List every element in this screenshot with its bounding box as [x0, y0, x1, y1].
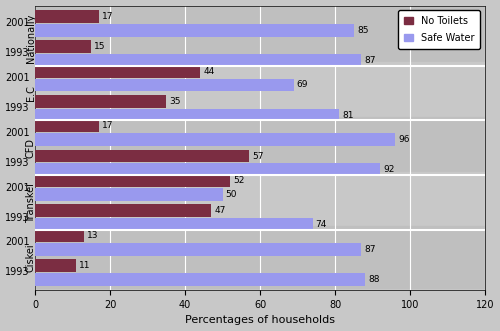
Text: 11: 11 — [80, 261, 91, 270]
Legend: No Toilets, Safe Water: No Toilets, Safe Water — [398, 10, 480, 49]
Bar — [35, 226, 485, 288]
Text: 96: 96 — [398, 135, 409, 144]
Bar — [35, 119, 99, 132]
Text: 81: 81 — [342, 111, 353, 119]
Bar — [35, 259, 76, 272]
Bar — [35, 273, 365, 286]
Text: 85: 85 — [357, 26, 368, 35]
Text: 2001: 2001 — [5, 182, 29, 193]
Text: 52: 52 — [233, 176, 244, 185]
Bar — [35, 7, 485, 70]
Text: 1993: 1993 — [5, 158, 29, 168]
Bar — [35, 164, 380, 176]
Bar — [35, 133, 395, 146]
Text: 35: 35 — [170, 97, 181, 106]
Bar — [35, 109, 339, 121]
Text: 88: 88 — [368, 275, 380, 284]
Text: 2001: 2001 — [5, 237, 29, 247]
Text: 69: 69 — [297, 80, 308, 89]
Text: 2001: 2001 — [5, 18, 29, 28]
Text: 15: 15 — [94, 42, 106, 51]
Text: 17: 17 — [102, 121, 114, 130]
Bar — [35, 65, 200, 78]
Text: 50: 50 — [226, 190, 237, 199]
Text: 2001: 2001 — [5, 73, 29, 83]
Bar — [35, 40, 92, 53]
Bar — [35, 95, 166, 108]
Text: 44: 44 — [203, 67, 214, 76]
Bar — [35, 10, 99, 23]
Bar — [35, 174, 230, 187]
Text: 2001: 2001 — [5, 128, 29, 138]
Bar — [35, 150, 249, 163]
Text: 47: 47 — [214, 206, 226, 215]
Text: 74: 74 — [316, 220, 327, 229]
X-axis label: Percentages of households: Percentages of households — [185, 315, 335, 325]
Text: 92: 92 — [383, 165, 394, 174]
Text: 87: 87 — [364, 56, 376, 65]
Bar — [35, 78, 294, 91]
Bar — [35, 243, 362, 256]
Text: 1993: 1993 — [5, 103, 29, 113]
Text: 57: 57 — [252, 152, 264, 161]
Bar — [35, 205, 212, 217]
Bar — [35, 218, 312, 231]
Bar — [35, 62, 485, 124]
Text: 1993: 1993 — [5, 213, 29, 223]
Bar — [35, 24, 354, 36]
Text: 1993: 1993 — [5, 48, 29, 59]
Text: 87: 87 — [364, 245, 376, 254]
Text: 1993: 1993 — [5, 267, 29, 277]
Bar — [35, 117, 485, 179]
Bar — [35, 171, 485, 234]
Bar — [35, 54, 362, 67]
Text: 17: 17 — [102, 12, 114, 21]
Bar — [35, 188, 222, 201]
Bar — [35, 229, 84, 242]
Text: 13: 13 — [87, 231, 99, 240]
